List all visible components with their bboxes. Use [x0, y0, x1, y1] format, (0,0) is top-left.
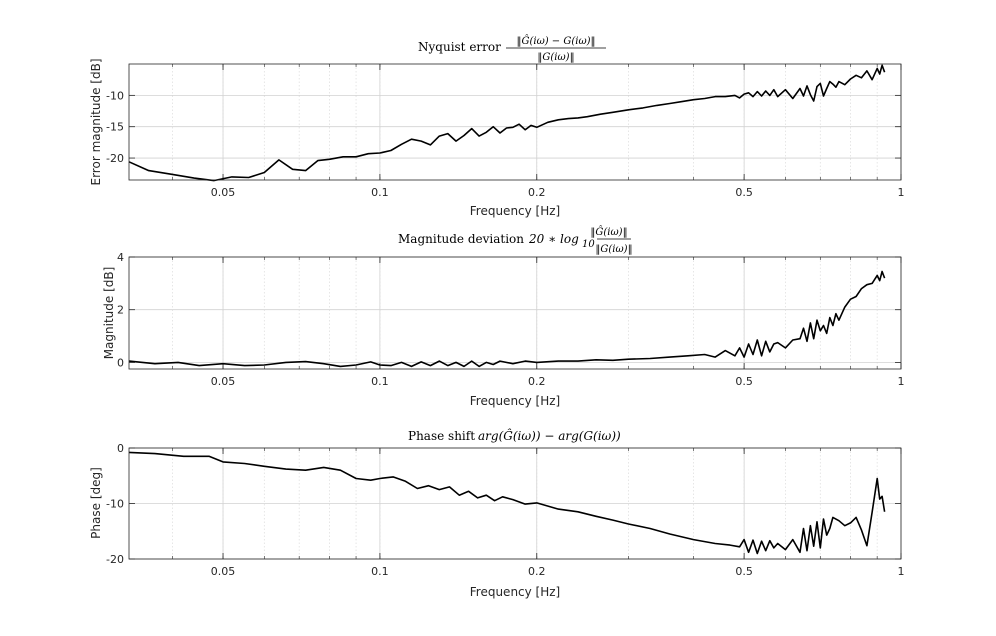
x-tick-label: 0.5 [735, 565, 753, 578]
y-tick-label: 2 [117, 304, 124, 317]
x-tick-label: 1 [898, 375, 905, 388]
panel-2-title-subscript: 10 [582, 239, 595, 250]
x-tick-label: 0.5 [735, 375, 753, 388]
panel-1-title-prefix: Nyquist error [418, 40, 501, 54]
panel-3-y-axis-label: Phase [deg] [89, 467, 103, 539]
panel-1-axes-box [128, 63, 902, 181]
panel-2-series-line [128, 270, 886, 368]
panel-1-title: Nyquist error ‖Ĝ(iω) − G(iω)‖ ‖G(iω)‖ [418, 35, 606, 63]
y-tick-label: 0 [117, 442, 124, 455]
panel-2-title-prefix: Magnitude deviation [398, 232, 524, 246]
panel-2-title: Magnitude deviation 20 ∗ log 10 ‖Ĝ(iω)‖ … [398, 226, 633, 255]
y-tick-label: -20 [106, 152, 124, 165]
x-tick-label: 0.05 [211, 375, 236, 388]
panel-3-title-prefix: Phase shift [408, 429, 475, 443]
y-tick-label: -20 [106, 553, 124, 566]
x-tick-label: 1 [898, 565, 905, 578]
x-tick-label: 0.5 [735, 186, 753, 199]
x-tick-label: 1 [898, 186, 905, 199]
panel-1-series-line [128, 64, 886, 182]
x-tick-label: 0.2 [528, 186, 546, 199]
panel-2-y-axis-label: Magnitude [dB] [102, 267, 116, 360]
x-tick-label: 0.2 [528, 565, 546, 578]
panel-3-x-axis-label: Frequency [Hz] [470, 585, 561, 599]
panel-1-y-axis-label: Error magnitude [dB] [89, 58, 103, 185]
y-tick-label: -15 [106, 121, 124, 134]
y-tick-label: 0 [117, 356, 124, 369]
y-tick-label: -10 [106, 498, 124, 511]
panel-1-tick-labels: 0.05 0.1 0.2 0.5 1 -20 -15 -10 [106, 89, 904, 199]
y-tick-label: 4 [117, 251, 124, 264]
panel-3-axes-box [128, 447, 902, 560]
panel-2-plot-area [129, 257, 901, 369]
y-tick-label: -10 [106, 89, 124, 102]
panel-2-title-denominator: ‖G(iω)‖ [595, 244, 632, 255]
panel-phase-shift: Phase shift arg(Ĝ(iω)) − arg(G(iω)) 0.05… [89, 427, 905, 599]
x-tick-label: 0.1 [371, 186, 389, 199]
panel-nyquist-error: Nyquist error ‖Ĝ(iω) − G(iω)‖ ‖G(iω)‖ 0.… [89, 35, 905, 218]
panel-2-title-function: 20 ∗ log [528, 232, 579, 246]
panel-3-title-math: arg(Ĝ(iω)) − arg(G(iω)) [478, 427, 621, 443]
panel-1-title-numerator: ‖Ĝ(iω) − G(iω)‖ [516, 35, 595, 47]
panel-2-x-axis-label: Frequency [Hz] [470, 394, 561, 408]
x-tick-label: 0.05 [211, 565, 236, 578]
panel-magnitude-deviation: Magnitude deviation 20 ∗ log 10 ‖Ĝ(iω)‖ … [102, 226, 905, 408]
x-tick-label: 0.05 [211, 186, 236, 199]
x-tick-label: 0.2 [528, 375, 546, 388]
panel-2-title-numerator: ‖Ĝ(iω)‖ [590, 226, 627, 238]
panel-2-axes-box [128, 256, 902, 370]
panel-1-title-denominator: ‖G(iω)‖ [537, 52, 574, 63]
panel-1-x-axis-label: Frequency [Hz] [470, 204, 561, 218]
x-tick-label: 0.1 [371, 565, 389, 578]
panel-3-tick-labels: 0.05 0.1 0.2 0.5 1 -20 -10 0 [106, 442, 904, 578]
panel-3-series-line [128, 451, 886, 555]
panel-1-grid [129, 64, 902, 180]
panel-1-plot-area [129, 64, 901, 180]
x-tick-label: 0.1 [371, 375, 389, 388]
panel-3-title: Phase shift arg(Ĝ(iω)) − arg(G(iω)) [408, 427, 621, 443]
panel-2-tick-labels: 0.05 0.1 0.2 0.5 1 0 2 4 [117, 251, 905, 388]
